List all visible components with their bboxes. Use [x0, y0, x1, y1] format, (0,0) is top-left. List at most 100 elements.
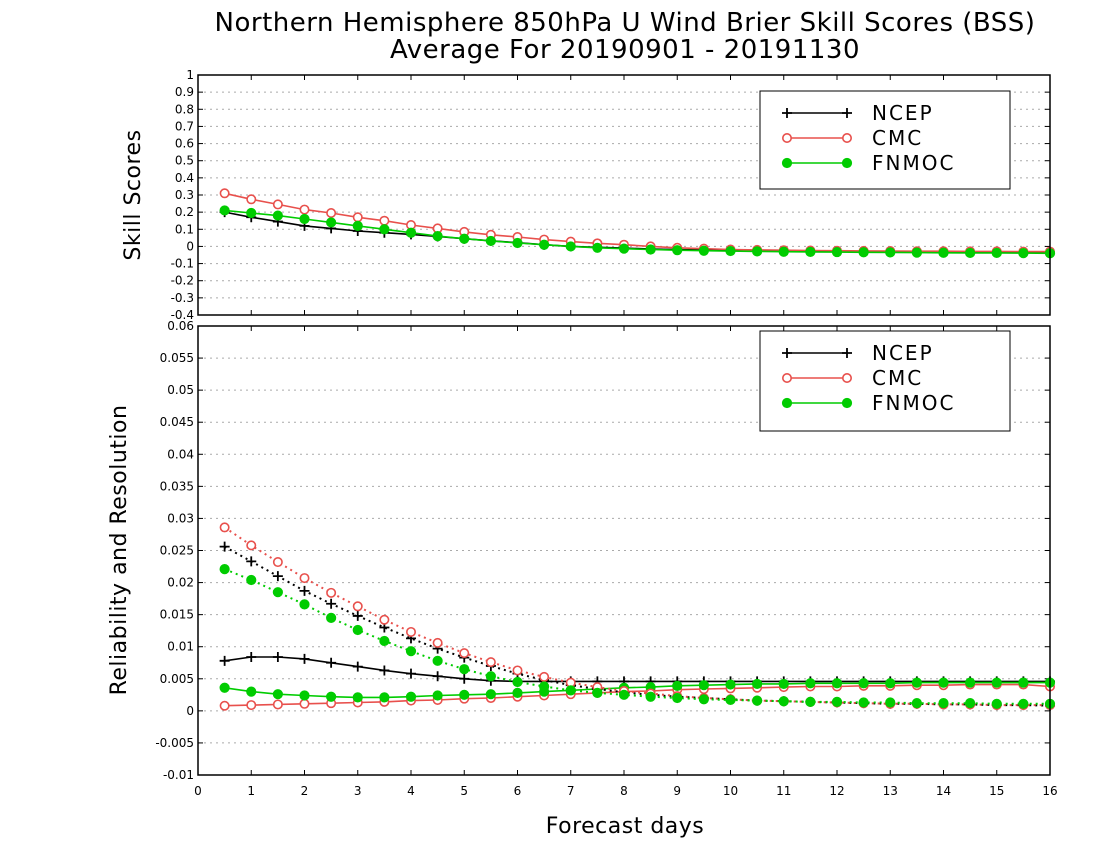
data-point-fnmoc: [405, 646, 417, 657]
data-point-fnmoc: [565, 241, 576, 252]
data-point-fnmoc: [752, 246, 763, 257]
series-line-fnmoc-dotted: [224, 568, 1050, 705]
chart-title: Northern Hemisphere 850hPa U Wind Brier …: [215, 8, 1036, 38]
data-point-fnmoc: [485, 689, 496, 700]
y-tick-label: 0.035: [160, 479, 194, 493]
data-point-cmc: [219, 700, 230, 711]
data-point-ncep: [272, 651, 283, 662]
data-point-fnmoc: [459, 689, 470, 700]
y-tick-label: 0.5: [175, 154, 194, 168]
legend-marker-fnmoc: [841, 157, 853, 169]
x-tick-label: 8: [620, 784, 628, 798]
data-point-fnmoc: [459, 664, 470, 675]
data-point-ncep: [299, 585, 310, 596]
legend-label-fnmoc: FNMOC: [872, 151, 955, 175]
data-point-cmc: [299, 698, 310, 709]
data-point-fnmoc: [512, 676, 523, 688]
data-point-cmc: [352, 212, 363, 223]
data-point-fnmoc: [405, 227, 417, 238]
data-point-fnmoc: [778, 696, 789, 707]
y-tick-label: 0: [186, 239, 194, 253]
top-y-axis-label: Skill Scores: [121, 129, 146, 260]
legend-marker-ncep: [782, 348, 792, 358]
data-point-fnmoc: [752, 678, 763, 690]
data-point-fnmoc: [432, 690, 443, 701]
x-tick-label: 14: [936, 784, 951, 798]
data-point-fnmoc: [592, 687, 603, 698]
data-point-fnmoc: [272, 689, 283, 700]
data-point-cmc: [246, 700, 257, 711]
y-tick-label: 0.4: [175, 171, 194, 185]
x-tick-label: 2: [301, 784, 309, 798]
y-tick-label: 0.01: [167, 640, 194, 654]
data-point-cmc: [219, 522, 230, 533]
data-point-fnmoc: [326, 217, 337, 228]
data-point-fnmoc: [965, 247, 976, 259]
data-point-ncep: [352, 610, 363, 621]
data-point-fnmoc: [938, 677, 949, 688]
data-point-ncep: [406, 668, 416, 679]
data-point-cmc: [299, 573, 310, 584]
data-point-ncep: [379, 665, 390, 676]
legend-marker-cmc: [781, 133, 792, 144]
y-tick-label: 0.005: [160, 672, 194, 686]
data-point-fnmoc: [512, 687, 523, 698]
data-point-fnmoc: [752, 695, 763, 706]
data-point-fnmoc: [379, 224, 390, 235]
data-point-fnmoc: [432, 231, 443, 242]
data-point-cmc: [272, 199, 283, 210]
data-point-fnmoc: [698, 694, 709, 705]
y-tick-label: -0.1: [171, 257, 194, 271]
data-point-cmc: [272, 699, 283, 710]
data-point-fnmoc: [778, 246, 789, 257]
y-tick-label: 0.04: [167, 447, 194, 461]
x-tick-label: 9: [673, 784, 681, 798]
data-point-ncep: [326, 657, 337, 668]
data-point-ncep: [326, 598, 337, 609]
data-point-fnmoc: [778, 678, 789, 690]
y-tick-label: 0.015: [160, 608, 194, 622]
data-point-fnmoc: [725, 245, 736, 257]
x-tick-label: 16: [1042, 784, 1057, 798]
data-point-fnmoc: [911, 698, 922, 709]
legend-marker-fnmoc: [781, 397, 793, 409]
legend-marker-fnmoc: [841, 397, 853, 409]
data-point-cmc: [432, 637, 443, 648]
data-point-cmc: [352, 601, 363, 612]
data-point-fnmoc: [379, 692, 390, 703]
legend-label-ncep: NCEP: [872, 101, 934, 125]
data-point-fnmoc: [698, 680, 709, 691]
data-point-cmc: [405, 626, 416, 637]
data-point-fnmoc: [592, 242, 603, 253]
data-point-fnmoc: [326, 691, 337, 702]
data-point-fnmoc: [831, 678, 843, 689]
y-tick-label: 0.06: [167, 319, 194, 333]
data-point-fnmoc: [432, 655, 443, 666]
data-point-fnmoc: [672, 692, 683, 704]
data-point-cmc: [246, 194, 257, 205]
x-tick-label: 11: [776, 784, 791, 798]
data-point-fnmoc: [326, 612, 337, 623]
data-point-cmc: [485, 657, 496, 668]
plot-frame: [197, 325, 1051, 776]
y-tick-label: -0.01: [163, 768, 194, 782]
plot-frame: [197, 74, 1051, 316]
data-point-fnmoc: [858, 697, 869, 708]
y-tick-label: 1: [186, 68, 194, 82]
data-point-fnmoc: [219, 564, 230, 575]
y-tick-label: 0.2: [175, 205, 194, 219]
data-point-ncep: [432, 671, 443, 682]
data-point-fnmoc: [938, 698, 949, 709]
data-point-fnmoc: [831, 696, 843, 707]
data-point-fnmoc: [246, 207, 257, 219]
data-point-cmc: [326, 587, 337, 598]
data-point-fnmoc: [1018, 698, 1029, 709]
data-point-fnmoc: [485, 671, 496, 682]
data-point-fnmoc: [965, 698, 976, 709]
data-point-fnmoc: [672, 680, 683, 691]
data-point-fnmoc: [911, 247, 922, 258]
y-tick-label: -0.2: [171, 274, 194, 288]
x-tick-label: 13: [883, 784, 898, 798]
legend-label-ncep: NCEP: [872, 341, 934, 365]
